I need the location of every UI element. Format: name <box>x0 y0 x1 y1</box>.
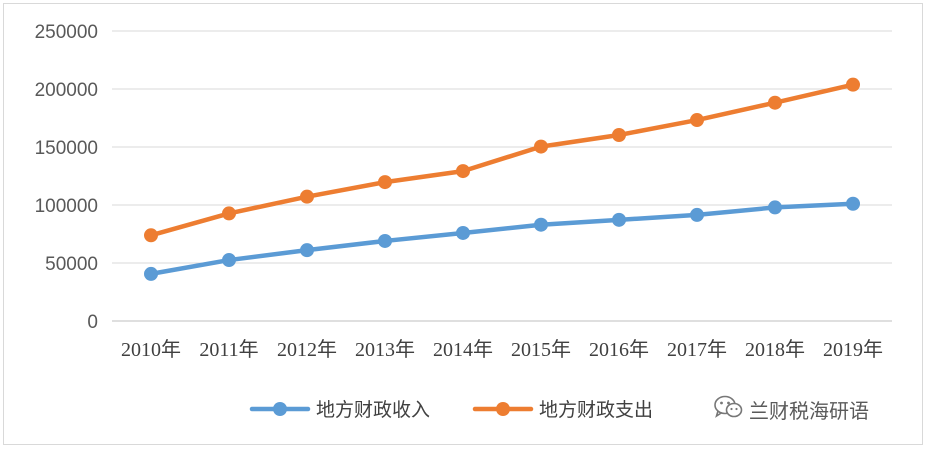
legend-item: 地方财政支出 <box>472 399 653 421</box>
data-point <box>300 243 314 258</box>
data-point <box>144 228 158 243</box>
y-axis-ticks: 0 50000 100000 150000 200000 250000 <box>35 22 98 333</box>
series-1 <box>144 196 860 281</box>
series-lines <box>144 77 860 281</box>
data-point <box>534 217 548 232</box>
legend-swatch-marker <box>273 402 287 416</box>
data-point <box>612 212 626 227</box>
x-tick-label: 2015年 <box>511 338 571 361</box>
x-tick-label: 2010年 <box>121 338 181 361</box>
y-tick-label: 0 <box>87 312 98 333</box>
data-point <box>768 95 782 110</box>
data-point <box>846 196 860 211</box>
legend-item: 地方财政收入 <box>249 399 430 421</box>
legend-swatch-marker <box>496 402 510 416</box>
data-point <box>846 77 860 92</box>
data-point <box>456 225 470 240</box>
data-point <box>690 207 704 222</box>
data-point <box>144 266 158 281</box>
data-point <box>456 164 470 179</box>
legend-label: 地方财政支出 <box>539 399 653 421</box>
data-point <box>612 127 626 142</box>
data-point <box>768 200 782 215</box>
x-tick-label: 2012年 <box>277 338 337 361</box>
watermark-text: 兰财税海研语 <box>749 399 869 423</box>
data-point <box>222 206 236 221</box>
chart-frame <box>3 3 923 445</box>
data-point <box>222 253 236 268</box>
series-line <box>148 82 856 238</box>
gridlines <box>112 30 892 322</box>
y-tick-label: 50000 <box>45 254 98 275</box>
x-axis-ticks: 2010年 2011年 2012年 2013年 2014年 2015年 2016年 2017年… <box>121 338 883 361</box>
y-tick-label: 250000 <box>35 22 98 43</box>
series-line <box>148 201 856 277</box>
y-tick-label: 100000 <box>35 196 98 217</box>
series-2 <box>144 77 860 243</box>
data-point <box>534 139 548 154</box>
x-tick-label: 2017年 <box>667 338 727 361</box>
y-tick-label: 150000 <box>35 138 98 159</box>
watermark: 兰财税海研语 <box>713 394 869 425</box>
legend-label: 地方财政收入 <box>316 399 430 421</box>
x-tick-label: 2016年 <box>589 338 649 361</box>
data-point <box>690 113 704 128</box>
wechat-icon <box>713 394 743 425</box>
data-point <box>378 233 392 248</box>
x-tick-label: 2014年 <box>433 338 493 361</box>
y-tick-label: 200000 <box>35 80 98 101</box>
legend: 地方财政收入 地方财政支出 <box>249 399 653 421</box>
x-tick-label: 2018年 <box>745 338 805 361</box>
data-point <box>300 189 314 204</box>
x-tick-label: 2019年 <box>823 338 883 361</box>
x-tick-label: 2013年 <box>355 338 415 361</box>
x-tick-label: 2011年 <box>199 338 258 361</box>
data-point <box>378 175 392 190</box>
